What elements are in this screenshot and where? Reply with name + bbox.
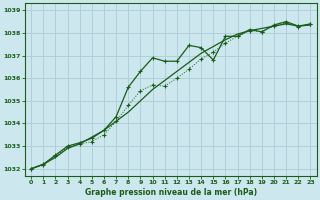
X-axis label: Graphe pression niveau de la mer (hPa): Graphe pression niveau de la mer (hPa): [85, 188, 257, 197]
